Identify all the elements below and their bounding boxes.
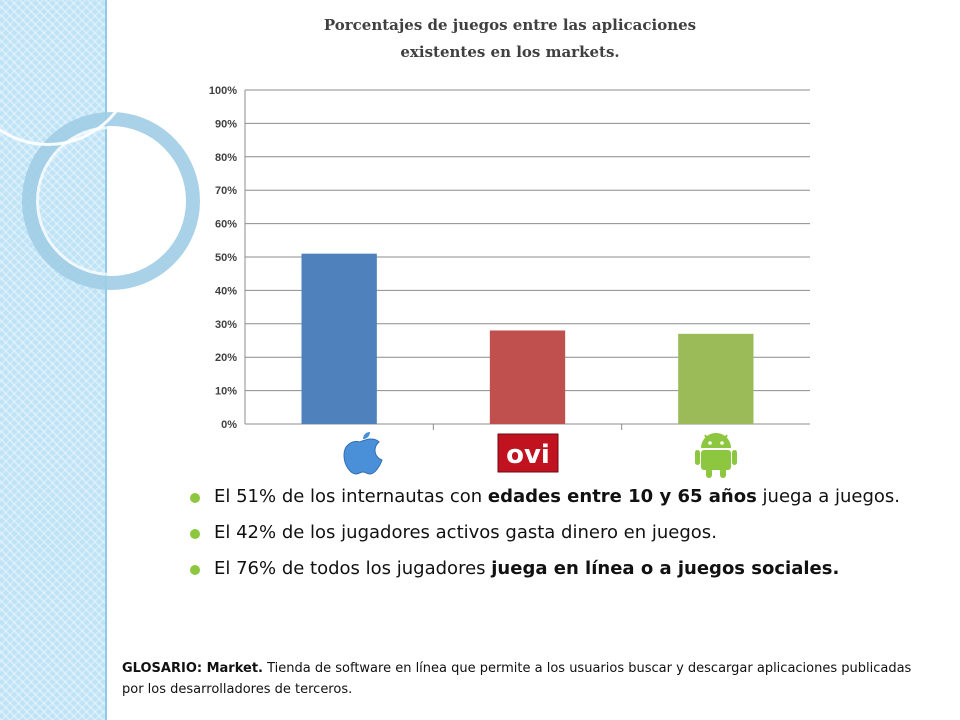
- ovi-logo-text: ovi: [506, 440, 550, 470]
- y-tick-label: 0%: [221, 419, 237, 431]
- y-tick-label: 70%: [215, 185, 237, 197]
- bullet-text-pre: El 51% de los internautas con: [214, 486, 488, 507]
- y-tick-label: 100%: [209, 85, 237, 97]
- y-tick-label: 60%: [215, 219, 237, 231]
- chart-title-line-1: Porcentajes de juegos entre las aplicaci…: [324, 16, 696, 34]
- glossary-label: GLOSARIO: Market.: [122, 661, 263, 676]
- bullet-text-bold: edades entre 10 y 65 años: [487, 486, 757, 507]
- bar-android: [678, 333, 754, 424]
- y-tick-label: 10%: [215, 386, 237, 398]
- bullet-dot-icon: [190, 565, 200, 575]
- bullet-text-pre: El 42% de los jugadores activos gasta di…: [214, 522, 717, 543]
- chart-title-line-2: existentes en los markets.: [400, 43, 619, 61]
- glossary-text: Tienda de software en línea que permite …: [122, 661, 912, 697]
- bullet-text-post: juega a juegos.: [756, 486, 900, 507]
- axes: [244, 90, 623, 430]
- android-logo-icon: [695, 433, 737, 478]
- y-tick-label: 50%: [215, 252, 237, 264]
- bars: [301, 253, 754, 424]
- bullet-item: El 42% de los jugadores activos gasta di…: [188, 522, 908, 544]
- y-tick-label: 90%: [215, 118, 237, 130]
- bar-apple: [301, 253, 377, 424]
- bullet-dot-icon: [190, 493, 200, 503]
- bullet-dot-icon: [190, 529, 200, 539]
- bullet-item: El 51% de los internautas con edades ent…: [188, 486, 908, 508]
- bullet-list: El 51% de los internautas con edades ent…: [188, 486, 908, 594]
- bullet-text-bold: juega en línea o a juegos sociales.: [491, 558, 840, 579]
- y-tick-label: 80%: [215, 152, 237, 164]
- bar-chart: Porcentajes de juegos entre las aplicaci…: [209, 16, 810, 478]
- ovi-logo-icon: ovi: [497, 433, 559, 473]
- bullet-text-pre: El 76% de todos los jugadores: [214, 558, 492, 579]
- bullet-item: El 76% de todos los jugadores juega en l…: [188, 558, 908, 580]
- apple-logo-icon: [343, 432, 383, 475]
- y-tick-label: 40%: [215, 285, 237, 297]
- glossary-note: GLOSARIO: Market. Tienda de software en …: [122, 658, 922, 700]
- y-axis-tick-labels: 0% 10% 20% 30% 40% 50% 60% 70% 80% 90% 100%: [209, 85, 237, 431]
- y-tick-label: 30%: [215, 319, 237, 331]
- bar-ovi: [489, 330, 566, 424]
- y-tick-label: 20%: [215, 352, 237, 364]
